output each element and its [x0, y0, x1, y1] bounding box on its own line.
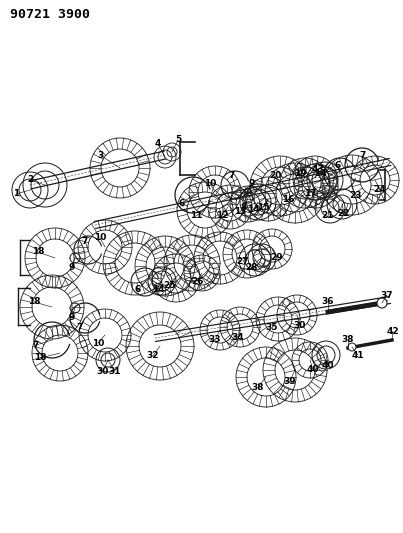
Text: 3: 3 — [97, 150, 103, 159]
Text: 33: 33 — [209, 335, 221, 344]
Text: 5: 5 — [175, 135, 181, 144]
Text: 36: 36 — [322, 297, 334, 306]
Text: 38: 38 — [252, 383, 264, 392]
Text: 24: 24 — [374, 185, 386, 195]
Text: 9: 9 — [69, 262, 75, 271]
Text: 12: 12 — [216, 211, 228, 220]
Text: 8: 8 — [241, 203, 247, 212]
Text: 7: 7 — [77, 324, 83, 333]
Text: 30: 30 — [97, 367, 109, 376]
Text: 6: 6 — [179, 198, 185, 207]
Text: 14: 14 — [314, 168, 326, 177]
Text: 29: 29 — [271, 254, 283, 262]
Text: 40: 40 — [322, 360, 334, 369]
Text: 30: 30 — [294, 320, 306, 329]
Text: 39: 39 — [284, 376, 296, 385]
Circle shape — [348, 343, 356, 351]
Text: 21: 21 — [322, 212, 334, 221]
Text: 37: 37 — [381, 290, 393, 300]
Text: 14: 14 — [247, 206, 259, 214]
Text: 7: 7 — [360, 150, 366, 159]
Text: 90721 3900: 90721 3900 — [10, 8, 90, 21]
Text: 43: 43 — [312, 165, 324, 174]
Text: 18: 18 — [28, 297, 40, 306]
Text: 32: 32 — [147, 351, 159, 360]
Text: 26: 26 — [191, 277, 203, 286]
Text: 18: 18 — [32, 247, 44, 256]
Text: 31: 31 — [109, 367, 121, 376]
Text: 14: 14 — [152, 285, 164, 294]
Text: 15: 15 — [257, 203, 269, 212]
Text: 11: 11 — [190, 212, 202, 221]
Text: 4: 4 — [155, 140, 161, 149]
Text: 10: 10 — [204, 179, 216, 188]
Text: 34: 34 — [232, 333, 244, 342]
Text: 19: 19 — [294, 169, 306, 179]
Text: 16: 16 — [282, 196, 294, 205]
Text: 17: 17 — [304, 189, 316, 198]
Text: 35: 35 — [266, 324, 278, 333]
Text: 13: 13 — [234, 207, 246, 216]
Text: 22: 22 — [338, 208, 350, 217]
Text: 28: 28 — [246, 263, 258, 272]
Text: 38: 38 — [342, 335, 354, 344]
Text: 7: 7 — [82, 237, 88, 246]
Text: 10: 10 — [94, 233, 106, 243]
Text: 10: 10 — [92, 338, 104, 348]
Circle shape — [377, 298, 387, 308]
Text: 42: 42 — [387, 327, 399, 335]
Text: 6: 6 — [335, 160, 341, 169]
Text: 27: 27 — [237, 257, 249, 266]
Text: 9: 9 — [69, 312, 75, 321]
Text: 23: 23 — [349, 190, 361, 199]
Text: 41: 41 — [352, 351, 364, 359]
Text: 18: 18 — [34, 353, 46, 362]
Text: 2: 2 — [27, 175, 33, 184]
Text: 9: 9 — [249, 180, 255, 189]
Text: 40: 40 — [307, 366, 319, 375]
Text: 25: 25 — [164, 281, 176, 290]
Text: 7: 7 — [229, 172, 235, 181]
Text: 6: 6 — [135, 286, 141, 295]
Text: 7: 7 — [33, 341, 39, 350]
Text: 1: 1 — [13, 190, 19, 198]
Text: 20: 20 — [269, 172, 281, 181]
